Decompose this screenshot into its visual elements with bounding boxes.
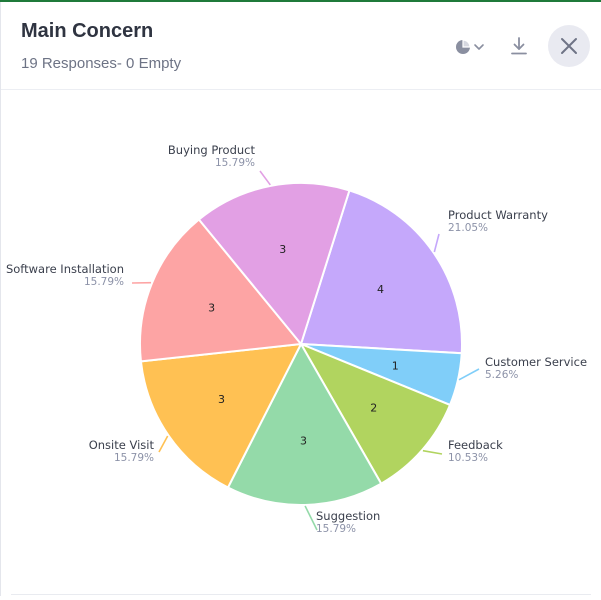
leader-line-onsite-visit (159, 436, 168, 452)
slice-percent-suggestion: 15.79% (316, 523, 356, 535)
download-icon (507, 34, 531, 58)
slice-label-feedback: Feedback (448, 438, 503, 452)
leader-line-buying-product (260, 171, 270, 185)
slice-percent-software-installation: 15.79% (84, 276, 124, 288)
slice-value-buying-product: 3 (279, 243, 286, 256)
leader-line-product-warranty (434, 234, 439, 252)
slice-label-product-warranty: Product Warranty (448, 208, 548, 222)
bottom-divider (11, 594, 591, 595)
pie-chart-icon (453, 36, 487, 58)
slice-percent-product-warranty: 21.05% (448, 222, 488, 234)
chevron-down-icon (475, 45, 483, 49)
slice-label-onsite-visit: Onsite Visit (89, 438, 155, 452)
slice-percent-customer-service: 5.26% (485, 369, 518, 381)
slice-label-suggestion: Suggestion (316, 509, 380, 523)
slice-value-product-warranty: 4 (377, 283, 384, 296)
slice-percent-buying-product: 15.79% (215, 157, 255, 169)
slice-value-software-installation: 3 (208, 301, 215, 314)
close-button[interactable] (548, 25, 590, 67)
close-icon (548, 25, 590, 67)
slice-label-buying-product: Buying Product (168, 143, 256, 157)
leader-line-feedback (423, 451, 442, 454)
card-header: Main Concern 19 Responses- 0 Empty (1, 2, 601, 90)
pie-slices (140, 183, 462, 505)
download-button[interactable] (507, 34, 531, 58)
slice-value-feedback: 2 (370, 402, 377, 415)
slice-value-customer-service: 1 (392, 359, 399, 372)
slice-value-suggestion: 3 (300, 435, 307, 448)
response-count: 19 Responses- 0 Empty (21, 55, 181, 72)
slice-value-onsite-visit: 3 (218, 393, 225, 406)
chart-type-dropdown[interactable] (453, 36, 487, 58)
card-title: Main Concern (21, 20, 153, 43)
slice-label-customer-service: Customer Service (485, 355, 587, 369)
slice-label-software-installation: Software Installation (6, 262, 124, 276)
leader-line-customer-service (459, 369, 479, 380)
slice-percent-feedback: 10.53% (448, 452, 488, 464)
slice-percent-onsite-visit: 15.79% (114, 452, 154, 464)
